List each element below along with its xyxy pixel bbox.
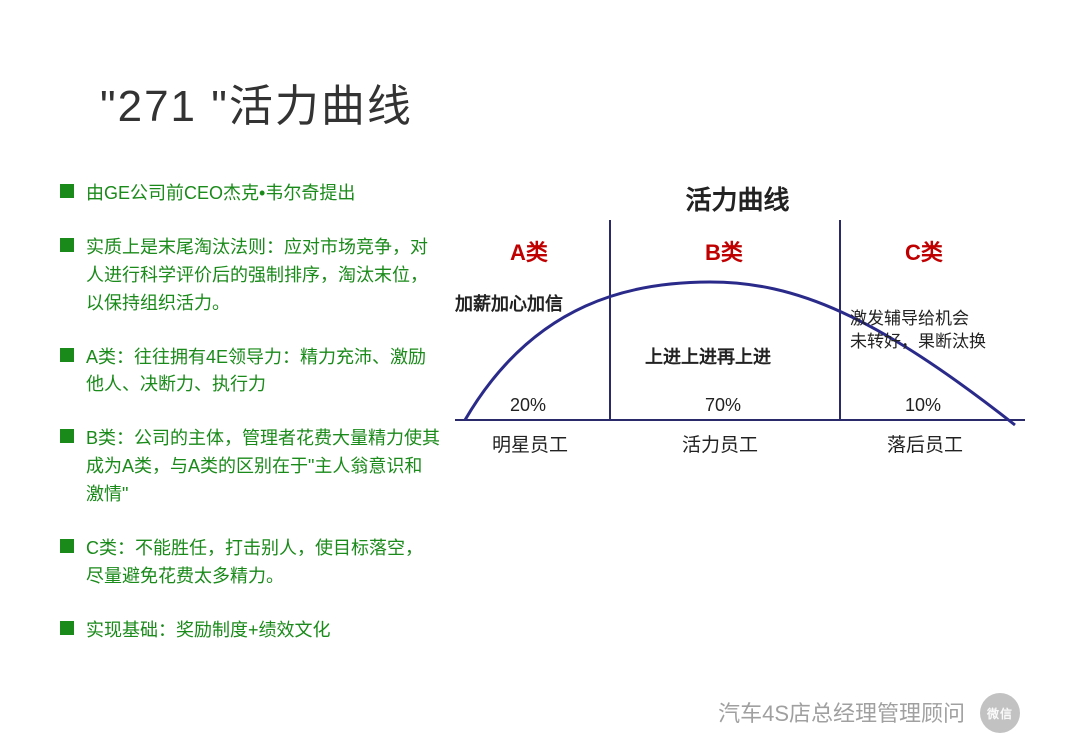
bullet-text: 实质上是末尾淘汰法则：应对市场竞争，对人进行科学评价后的强制排序，淘汰末位，以保…	[86, 234, 440, 318]
square-bullet-icon	[60, 539, 74, 553]
list-item: C类：不能胜任，打击别人，使目标落空，尽量避免花费太多精力。	[60, 535, 440, 591]
square-bullet-icon	[60, 184, 74, 198]
category-b-pct: 70%	[705, 395, 741, 416]
bullet-text: C类：不能胜任，打击别人，使目标落空，尽量避免花费太多精力。	[86, 535, 440, 591]
category-c-sub: 激发辅导给机会 未转好，果断汰换	[850, 308, 1040, 354]
category-b-label: B类	[705, 235, 743, 267]
list-item: A类：往往拥有4E领导力：精力充沛、激励他人、决断力、执行力	[60, 344, 440, 400]
chart-title: 活力曲线	[455, 180, 1020, 217]
square-bullet-icon	[60, 348, 74, 362]
list-item: B类：公司的主体，管理者花费大量精力使其成为A类，与A类的区别在于"主人翁意识和…	[60, 425, 440, 509]
category-c-pct: 10%	[905, 395, 941, 416]
bullet-text: B类：公司的主体，管理者花费大量精力使其成为A类，与A类的区别在于"主人翁意识和…	[86, 425, 440, 509]
square-bullet-icon	[60, 621, 74, 635]
slide-root: "271 "活力曲线 由GE公司前CEO杰克•韦尔奇提出 实质上是末尾淘汰法则：…	[0, 0, 1080, 748]
watermark-text: 汽车4S店总经理管理顾问	[718, 696, 965, 728]
list-item: 实现基础：奖励制度+绩效文化	[60, 617, 440, 645]
wechat-icon: 微信	[980, 693, 1020, 733]
category-a-sub: 加薪加心加信	[455, 290, 563, 316]
category-a-label: A类	[510, 235, 548, 267]
bullet-text: A类：往往拥有4E领导力：精力充沛、激励他人、决断力、执行力	[86, 344, 440, 400]
bullet-list: 由GE公司前CEO杰克•韦尔奇提出 实质上是末尾淘汰法则：应对市场竞争，对人进行…	[60, 180, 440, 671]
list-item: 由GE公司前CEO杰克•韦尔奇提出	[60, 180, 440, 208]
category-c-label: C类	[905, 235, 943, 267]
vitality-curve-chart: 活力曲线 A类 B类 C类 加薪加心加信 上进上进再上进 激发辅导给机会 未转好…	[455, 180, 1050, 480]
category-b-bottom: 活力员工	[670, 430, 770, 457]
list-item: 实质上是末尾淘汰法则：应对市场竞争，对人进行科学评价后的强制排序，淘汰末位，以保…	[60, 234, 440, 318]
category-b-sub: 上进上进再上进	[645, 343, 771, 369]
category-c-bottom: 落后员工	[875, 430, 975, 457]
category-a-pct: 20%	[510, 395, 546, 416]
bullet-text: 由GE公司前CEO杰克•韦尔奇提出	[86, 180, 355, 208]
category-a-bottom: 明星员工	[480, 430, 580, 457]
bullet-text: 实现基础：奖励制度+绩效文化	[86, 617, 331, 645]
square-bullet-icon	[60, 429, 74, 443]
wechat-icon-label: 微信	[987, 705, 1013, 722]
page-title: "271 "活力曲线	[100, 70, 413, 134]
square-bullet-icon	[60, 238, 74, 252]
